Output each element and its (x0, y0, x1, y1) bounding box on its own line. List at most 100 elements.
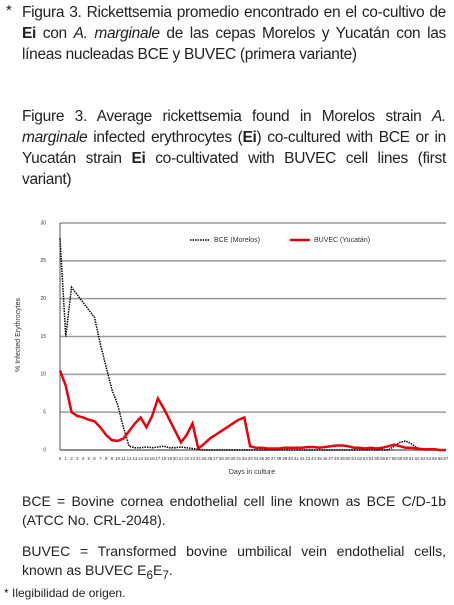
x-tick-label: 67 (443, 456, 449, 461)
x-tick-label: 48 (334, 456, 340, 461)
x-tick-label: 61 (409, 456, 415, 461)
x-tick-label: 15 (144, 456, 150, 461)
x-tick-label: 57 (386, 456, 392, 461)
text: Figure 3. Average rickettsemia found in … (22, 108, 432, 125)
x-tick-label: 21 (178, 456, 184, 461)
x-tick-label: 51 (351, 456, 357, 461)
x-tick-label: 40 (288, 456, 294, 461)
x-tick-label: 65 (432, 456, 438, 461)
x-tick-label: 18 (161, 456, 167, 461)
x-tick-label: 52 (357, 456, 363, 461)
x-tick-label: 64 (426, 456, 432, 461)
x-tick-label: 14 (138, 456, 144, 461)
x-tick-label: 25 (202, 456, 208, 461)
y-tick-label: 20 (40, 296, 46, 302)
series-line (59, 238, 446, 451)
x-tick-label: 37 (271, 456, 277, 461)
x-tick-label: 12 (127, 456, 133, 461)
x-tick-label: 63 (420, 456, 426, 461)
y-tick-label: 15 (40, 334, 46, 340)
x-tick-label: 24 (196, 456, 202, 461)
chart: % Infected Erythrocytes Days in culture … (15, 220, 449, 476)
x-tick-label: 56 (380, 456, 386, 461)
x-tick-label: 19 (167, 456, 173, 461)
x-tick-label: 31 (236, 456, 242, 461)
caption-es: Figura 3. Rickettsemia promedio encontra… (22, 2, 446, 65)
text: E (152, 562, 163, 578)
x-tick-label: 47 (328, 456, 334, 461)
text: con (36, 25, 74, 42)
x-tick-label: 16 (150, 456, 156, 461)
x-tick-label: 54 (369, 456, 375, 461)
note-buvec: BUVEC = Transformed bovine umbilical vei… (22, 542, 446, 585)
text: 7 (162, 568, 169, 582)
x-tick-label: 50 (346, 456, 352, 461)
series-line (58, 370, 446, 452)
x-tick-label: 28 (219, 456, 225, 461)
text: Figura 3. Rickettsemia promedio encontra… (22, 4, 446, 21)
x-tick-label: 62 (415, 456, 421, 461)
marker: * (6, 2, 12, 19)
x-tick-label: 43 (305, 456, 311, 461)
x-tick-label: 3 (76, 456, 79, 461)
y-tick-label: 5 (43, 409, 46, 415)
x-tick-label: 2 (70, 456, 73, 461)
text: A. marginale (73, 25, 160, 42)
note-bce: BCE = Bovine cornea endothelial cell lin… (22, 493, 446, 528)
text: Ei (242, 129, 257, 146)
text: co-cultivated with BUVEC cell lines (fir… (22, 150, 446, 188)
x-tick-label: 33 (248, 456, 254, 461)
footnote: * Ilegibilidad de origen. (4, 586, 126, 600)
text: . (168, 562, 173, 578)
x-tick-label: 36 (265, 456, 271, 461)
x-tick-label: 34 (253, 456, 259, 461)
x-tick-label: 58 (392, 456, 398, 461)
caption-en: Figure 3. Average rickettsemia found in … (22, 106, 446, 190)
x-tick-label: 38 (276, 456, 282, 461)
x-tick-label: 6 (93, 456, 96, 461)
x-tick-label: 42 (299, 456, 305, 461)
y-tick-label: 10 (40, 372, 46, 378)
x-tick-label: 23 (190, 456, 196, 461)
text: A. marginale (22, 108, 446, 146)
x-tick-label: 29 (225, 456, 231, 461)
x-tick-label: 32 (242, 456, 248, 461)
x-tick-label: 8 (105, 456, 108, 461)
text: Ei (22, 25, 37, 42)
x-axis-title: Days in culture (229, 469, 275, 476)
x-tick-label: 44 (311, 456, 317, 461)
x-tick-label: 49 (340, 456, 346, 461)
x-tick-label: 13 (132, 456, 138, 461)
y-tick-label: 0 (43, 447, 46, 453)
y-tick-label: 25 (40, 258, 46, 264)
x-tick-label: 9 (111, 456, 114, 461)
legend-label: BCE (Morelos) (214, 237, 260, 244)
x-tick-label: 30 (230, 456, 236, 461)
x-tick-label: 59 (397, 456, 403, 461)
y-tick-label: 30 (40, 220, 46, 226)
text: infected erythrocytes ( (87, 129, 243, 146)
x-tick-label: 17 (155, 456, 161, 461)
x-tick-label: 11 (121, 456, 126, 461)
x-tick-label: 35 (259, 456, 265, 461)
text: BUVEC = Transformed bovine umbilical vei… (22, 543, 446, 578)
x-tick-label: 27 (213, 456, 219, 461)
text: de las cepas Morelos y Yucatán con las l… (22, 25, 447, 63)
x-tick-label: 41 (294, 456, 300, 461)
x-tick-label: 10 (115, 456, 121, 461)
x-tick-label: 0 (59, 456, 62, 461)
x-tick-label: 26 (207, 456, 213, 461)
x-tick-label: 20 (173, 456, 179, 461)
x-tick-label: 1 (65, 456, 68, 461)
x-tick-label: 22 (184, 456, 190, 461)
x-tick-label: 7 (99, 456, 102, 461)
x-tick-label: 5 (88, 456, 91, 461)
text: 6 (146, 568, 153, 582)
y-axis-title: % Infected Erythrocytes (15, 298, 22, 372)
text: Ei (131, 150, 146, 167)
x-tick-label: 53 (363, 456, 369, 461)
x-tick-label: 60 (403, 456, 409, 461)
x-tick-label: 55 (374, 456, 380, 461)
x-tick-label: 4 (82, 456, 85, 461)
